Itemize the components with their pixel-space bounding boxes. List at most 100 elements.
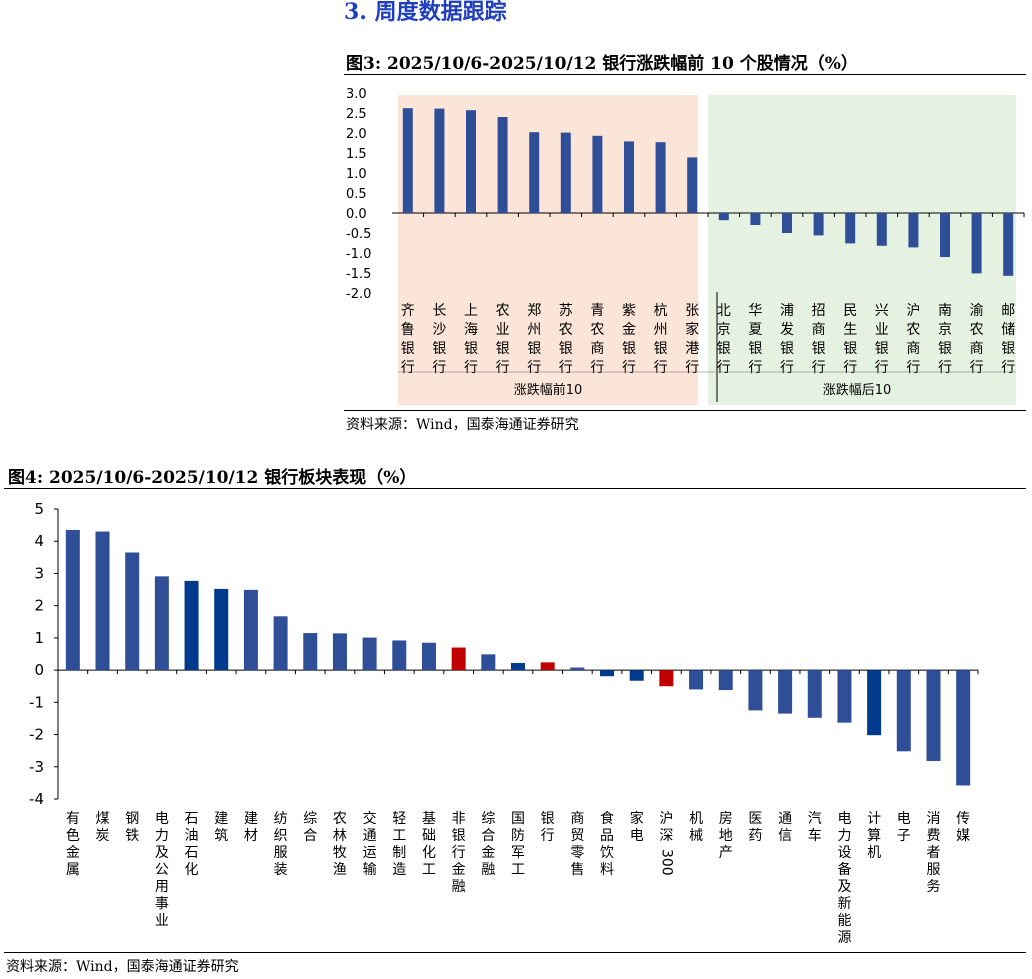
x-label-建材: 建材 (244, 811, 258, 844)
svg-text:行: 行 (452, 845, 466, 861)
y-tick-label: 0.5 (346, 187, 367, 202)
svg-text:础: 础 (422, 828, 436, 844)
svg-text:力: 力 (837, 828, 851, 844)
svg-text:银: 银 (1001, 341, 1015, 357)
svg-text:行: 行 (970, 360, 984, 376)
y-tick-label: -1 (29, 693, 44, 711)
bar-电力及公用事业 (154, 576, 169, 671)
bar-钢铁 (125, 552, 140, 671)
svg-text:纺: 纺 (274, 811, 288, 827)
svg-text:军: 军 (511, 845, 525, 861)
svg-text:行: 行 (622, 360, 636, 376)
svg-text:炭: 炭 (96, 828, 110, 844)
svg-text:防: 防 (511, 828, 525, 844)
svg-text:发: 发 (780, 322, 794, 338)
svg-text:沙: 沙 (432, 322, 446, 338)
y-tick-label: -3 (29, 758, 44, 776)
figure3-chart: 3.0 2.5 2.0 1.5 1.0 0.5 0.0 -0.5 -1.0 -1.5 -2.0 齐鲁银… (346, 87, 1025, 405)
bar-国防军工 (511, 663, 525, 671)
svg-text:通: 通 (778, 811, 792, 827)
bar-建材 (243, 589, 258, 671)
bar-纺织服装 (273, 616, 288, 671)
x-label-煤炭: 煤炭 (96, 811, 110, 844)
group-label-top10: 涨跌幅前10 (514, 382, 583, 398)
x-label-传媒: 传媒 (956, 811, 970, 844)
svg-text:电: 电 (837, 811, 851, 827)
bar-银行 (540, 662, 555, 671)
svg-text:民: 民 (843, 303, 857, 319)
svg-text:牧: 牧 (333, 845, 347, 861)
y-tick-label: 5 (34, 500, 44, 518)
svg-text:行: 行 (875, 360, 889, 376)
bar-电力设备及新能源 (837, 670, 852, 723)
bar-商贸零售 (570, 667, 585, 671)
svg-text:电: 电 (630, 828, 644, 844)
svg-text:服: 服 (274, 845, 288, 861)
svg-text:北: 北 (717, 303, 731, 319)
svg-text:服: 服 (926, 862, 940, 878)
svg-text:公: 公 (155, 862, 169, 878)
svg-text:化: 化 (185, 862, 199, 878)
svg-text:夏: 夏 (748, 322, 762, 338)
svg-text:有: 有 (66, 811, 80, 827)
svg-text:备: 备 (837, 861, 851, 878)
svg-text:化: 化 (422, 845, 436, 861)
svg-text:行: 行 (559, 360, 573, 376)
svg-text:业: 业 (155, 913, 169, 929)
svg-text:电: 电 (155, 811, 169, 827)
svg-text:者: 者 (926, 845, 940, 861)
figure4-chart: 543210-1-2-3-4有色金属煤炭钢铁电力及公用事业石油石化建筑建材纺织服… (29, 500, 979, 946)
svg-text:国: 国 (511, 811, 525, 827)
svg-text:属: 属 (66, 862, 80, 878)
bar-华夏银行 (750, 213, 761, 225)
svg-text:用: 用 (155, 879, 169, 895)
bar-食品饮料 (600, 670, 615, 677)
svg-text:渝: 渝 (970, 303, 984, 319)
svg-text:饮: 饮 (600, 845, 614, 861)
svg-text:媒: 媒 (956, 828, 970, 844)
svg-text:银: 银 (401, 341, 415, 357)
svg-text:商: 商 (570, 811, 584, 827)
svg-text:行: 行 (780, 360, 794, 376)
svg-text:银: 银 (748, 341, 762, 357)
svg-text:招: 招 (812, 303, 826, 319)
svg-text:输: 输 (363, 862, 377, 878)
x-label-综合: 综合 (303, 811, 317, 844)
bar-上海银行 (466, 110, 476, 213)
svg-text:行: 行 (496, 360, 510, 376)
svg-text:行: 行 (685, 360, 699, 376)
svg-text:医: 医 (748, 811, 762, 827)
y-tick-label: 2.0 (346, 127, 367, 142)
svg-text:林: 林 (333, 828, 347, 844)
y-tick-label: 2.5 (346, 107, 367, 122)
y-tick-label: 0 (34, 661, 44, 679)
svg-text:金: 金 (481, 845, 495, 861)
svg-text:紫: 紫 (622, 303, 636, 319)
svg-text:商: 商 (590, 341, 604, 357)
svg-text:农: 农 (333, 811, 347, 827)
svg-text:子: 子 (897, 828, 911, 844)
svg-text:张: 张 (685, 303, 699, 319)
section-heading: 3. 周度数据跟踪 (344, 0, 507, 25)
bar-杭州银行 (655, 142, 666, 213)
bar-机械 (689, 670, 704, 690)
svg-text:行: 行 (590, 360, 604, 376)
bar-浦发银行 (782, 213, 792, 233)
svg-text:品: 品 (600, 828, 614, 844)
bar-电子 (896, 670, 911, 752)
svg-text:沪: 沪 (906, 303, 920, 319)
x-label-计算机: 计算机 (867, 811, 881, 861)
svg-text:州: 州 (527, 322, 541, 338)
bar-南京银行 (940, 213, 950, 257)
svg-text:银: 银 (812, 341, 826, 357)
